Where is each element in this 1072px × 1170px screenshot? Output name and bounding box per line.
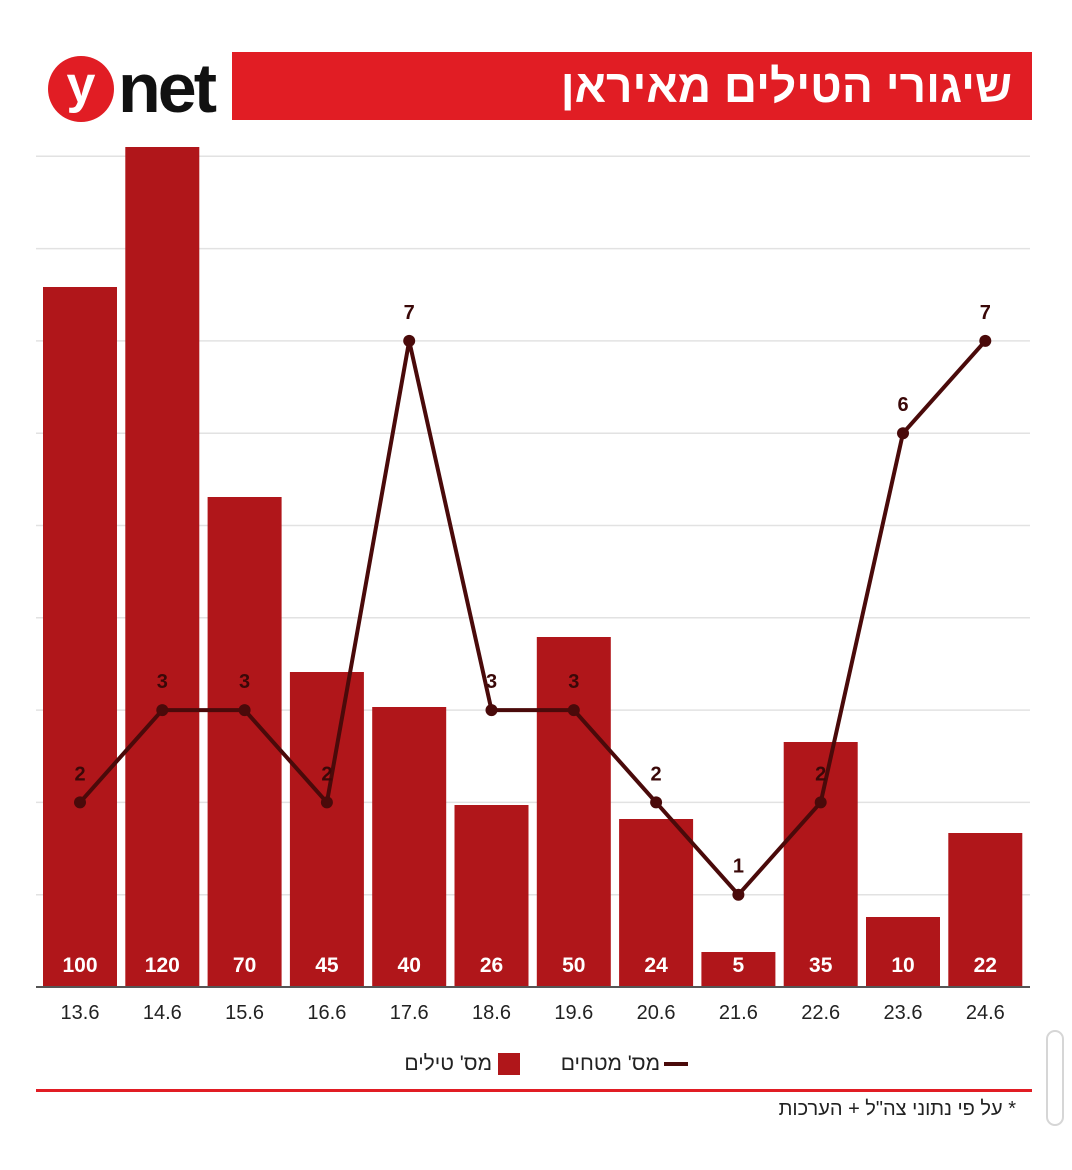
line-value-label: 7 bbox=[980, 302, 991, 324]
bar bbox=[454, 805, 529, 987]
line-value-label: 2 bbox=[651, 763, 662, 785]
x-tick-label: 17.6 bbox=[390, 1002, 429, 1024]
scroll-indicator[interactable] bbox=[1046, 1030, 1064, 1126]
line-point bbox=[979, 334, 992, 347]
chart-area: 10013.612014.67015.64516.64017.62618.650… bbox=[36, 147, 1030, 1024]
legend-bar-label: מס' טילים bbox=[404, 1052, 492, 1075]
bar bbox=[783, 742, 858, 987]
legend-item-bar: מס' טילים bbox=[404, 1050, 520, 1078]
x-tick-label: 21.6 bbox=[719, 1002, 758, 1024]
title-bar: שיגורי הטילים מאיראן bbox=[232, 52, 1032, 120]
bar bbox=[125, 147, 200, 987]
line-point bbox=[814, 796, 827, 809]
line-value-label: 3 bbox=[157, 671, 168, 693]
bar-value-label: 100 bbox=[62, 954, 97, 977]
line-point bbox=[732, 888, 745, 901]
bar bbox=[289, 672, 364, 987]
bar-value-label: 120 bbox=[145, 954, 180, 977]
legend: מס' מטחים מס' טילים bbox=[390, 1050, 710, 1078]
bar bbox=[948, 833, 1023, 987]
bar-value-label: 26 bbox=[480, 954, 503, 977]
line-point bbox=[238, 704, 251, 717]
ynet-logo: y net bbox=[48, 49, 223, 127]
x-tick-label: 18.6 bbox=[472, 1002, 511, 1024]
bar-value-label: 40 bbox=[398, 954, 421, 977]
legend-item-line: מס' מטחים bbox=[561, 1050, 688, 1078]
footer-divider bbox=[36, 1089, 1032, 1092]
line-value-label: 7 bbox=[404, 302, 415, 324]
bar bbox=[701, 952, 776, 987]
line-value-label: 3 bbox=[239, 671, 250, 693]
legend-line-swatch bbox=[664, 1062, 688, 1067]
x-tick-label: 23.6 bbox=[884, 1002, 923, 1024]
line-value-label: 2 bbox=[321, 763, 332, 785]
x-tick-label: 16.6 bbox=[307, 1002, 346, 1024]
line-value-label: 2 bbox=[815, 763, 826, 785]
bar-value-label: 5 bbox=[733, 954, 745, 977]
bar bbox=[619, 819, 694, 987]
x-tick-label: 24.6 bbox=[966, 1002, 1005, 1024]
line-point bbox=[650, 796, 663, 809]
line-point bbox=[403, 334, 416, 347]
logo-mark: y bbox=[48, 56, 114, 122]
x-tick-label: 20.6 bbox=[637, 1002, 676, 1024]
line-value-label: 3 bbox=[486, 671, 497, 693]
bar-value-label: 50 bbox=[562, 954, 585, 977]
line-value-label: 1 bbox=[733, 856, 744, 878]
bar bbox=[866, 917, 940, 987]
bar-value-label: 45 bbox=[315, 954, 339, 977]
bar bbox=[207, 497, 282, 987]
x-tick-label: 15.6 bbox=[225, 1002, 264, 1024]
bar-value-label: 24 bbox=[644, 954, 668, 977]
line-value-label: 3 bbox=[568, 671, 579, 693]
x-tick-label: 19.6 bbox=[554, 1002, 593, 1024]
logo-text: net bbox=[118, 49, 217, 127]
line-point bbox=[320, 796, 333, 809]
line-value-label: 6 bbox=[897, 394, 908, 416]
line-point bbox=[897, 427, 909, 440]
bar-value-label: 35 bbox=[809, 954, 833, 977]
bar-value-label: 22 bbox=[974, 954, 997, 977]
line-point bbox=[485, 704, 498, 717]
line-point bbox=[567, 704, 580, 717]
bar-value-label: 70 bbox=[233, 954, 256, 977]
bar bbox=[43, 287, 117, 987]
footnote: * על פי נתוני צה"ל + הערכות bbox=[778, 1098, 1016, 1120]
line-value-label: 2 bbox=[74, 763, 85, 785]
chart-title: שיגורי הטילים מאיראן bbox=[560, 60, 1012, 112]
bar bbox=[536, 637, 611, 987]
x-tick-label: 22.6 bbox=[801, 1002, 840, 1024]
x-tick-label: 14.6 bbox=[143, 1002, 182, 1024]
x-tick-label: 13.6 bbox=[61, 1002, 100, 1024]
bar bbox=[372, 707, 447, 987]
line-point bbox=[156, 704, 169, 717]
line-point bbox=[74, 796, 86, 809]
legend-bar-swatch bbox=[498, 1053, 520, 1076]
bar-value-label: 10 bbox=[891, 954, 914, 977]
series-line bbox=[78, 338, 987, 897]
legend-line-label: מס' מטחים bbox=[560, 1052, 660, 1075]
